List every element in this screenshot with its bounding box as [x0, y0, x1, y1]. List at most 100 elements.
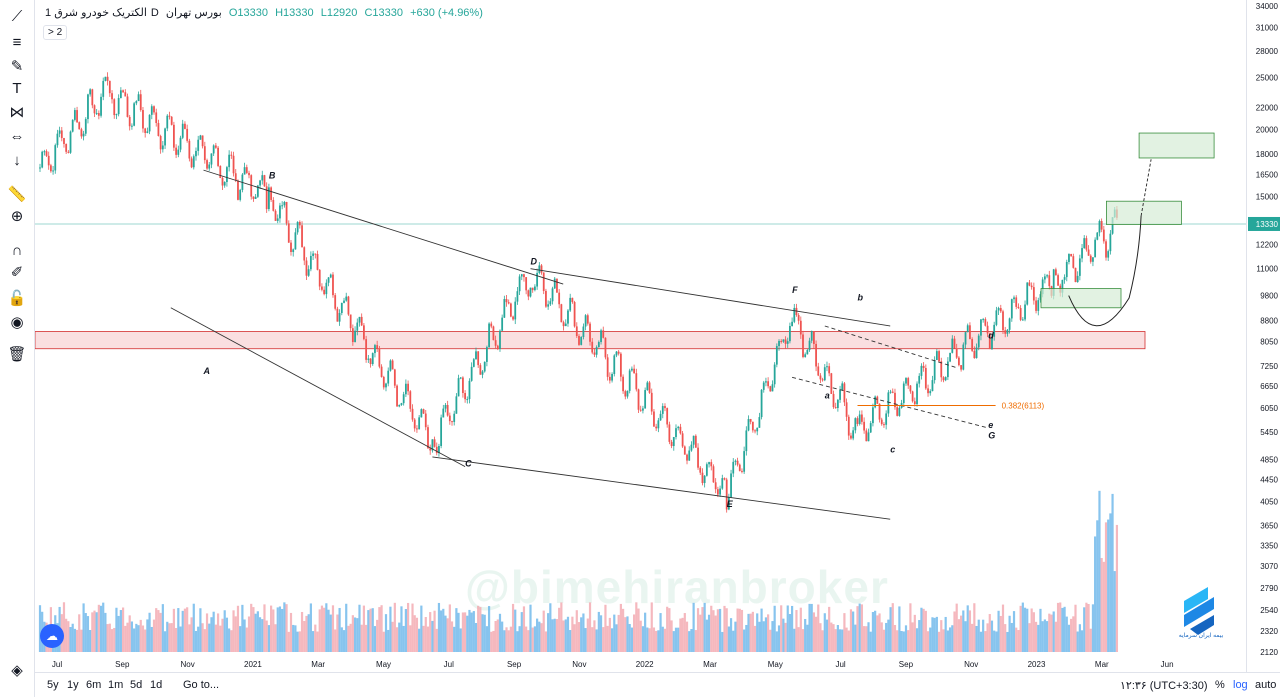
range-1m-button[interactable]: 1m [108, 679, 124, 691]
volume-bar [933, 617, 936, 652]
symbol-name[interactable]: الکتریک خودرو شرق [54, 7, 147, 19]
price-axis-label: 3350 [1260, 541, 1278, 550]
price-axis-label: 3650 [1260, 522, 1278, 531]
candle-body [1102, 229, 1105, 242]
volume-bar [197, 626, 200, 652]
wave-label-F: F [792, 285, 798, 295]
volume-bar [858, 603, 861, 652]
candle-body [1028, 282, 1031, 286]
legend-toggle-button[interactable]: > 2 [43, 25, 68, 40]
lock-draw-icon[interactable]: ✐ [10, 264, 24, 281]
measure-icon[interactable]: ⇔ [9, 128, 25, 145]
arrow-down-icon[interactable]: ↓ [13, 152, 21, 169]
volume-bar [413, 615, 416, 652]
candle-body [688, 450, 691, 461]
volume-bar [433, 610, 436, 652]
range-1y-button[interactable]: 1y [67, 679, 79, 691]
volume-bar [137, 625, 140, 652]
candle-body [617, 351, 620, 354]
candle-body [549, 301, 552, 305]
trash-icon[interactable]: 🗑 [7, 346, 27, 363]
candle-body [292, 249, 295, 253]
price-axis[interactable]: 34000 31000 28000 25000 22000 20000 18000 16500… [1246, 0, 1280, 672]
volume-bar [1067, 624, 1071, 652]
volume-bar [232, 610, 235, 652]
candle-body [334, 295, 337, 309]
volume-bar [65, 618, 68, 652]
candle-body [836, 399, 839, 409]
candle-body [323, 289, 326, 295]
zoom-icon[interactable]: ⊕ [10, 208, 24, 225]
interval-label[interactable]: 1D [45, 7, 159, 19]
volume-bar [973, 603, 976, 652]
candle-body [303, 247, 306, 261]
candle-body [793, 307, 796, 322]
candle-body [314, 253, 317, 255]
candle-body [1048, 275, 1051, 287]
volume-bar [710, 605, 713, 652]
percent-toggle[interactable]: % [1215, 679, 1225, 691]
clock-label[interactable]: ۱۲:۳۶ (UTC+3:30) [1120, 680, 1208, 692]
volume-bar [743, 629, 746, 652]
eye-icon[interactable]: ◉ [10, 314, 24, 331]
volume-bar [929, 627, 932, 652]
price-chart[interactable]: 0.382(6113) A B C D E Fa b c d eG Jul Sep Nov 2021 Mar M… [35, 0, 1246, 672]
goto-button[interactable]: Go to... [183, 679, 220, 691]
range-5d-button[interactable]: 5d [130, 679, 143, 691]
pattern-icon[interactable]: ⋈ [9, 104, 25, 121]
volume-bar [960, 615, 963, 652]
volume-bar [345, 603, 348, 652]
volume-bar [602, 627, 605, 652]
auto-toggle[interactable]: auto [1255, 679, 1277, 691]
candle-body [58, 130, 61, 134]
layers-icon[interactable]: ◈ [11, 662, 23, 679]
volume-bar [964, 621, 967, 652]
volume-bar [771, 621, 774, 652]
volume-bar [896, 630, 899, 652]
candle-body [854, 418, 857, 431]
candle-body [986, 325, 989, 334]
candle-body [984, 319, 987, 326]
candle-body [1032, 287, 1035, 301]
range-6m-button[interactable]: 6m [86, 679, 102, 691]
brush-icon[interactable]: ✎ [10, 58, 24, 75]
volume-bar [95, 612, 98, 652]
candle-body [139, 94, 142, 111]
magnet-icon[interactable]: ∩ [11, 242, 23, 259]
candle-body [276, 218, 279, 221]
fib-tool-icon[interactable]: ≡ [12, 34, 22, 51]
volume-bar [228, 628, 231, 652]
volume-bar [825, 619, 829, 652]
candle-body [520, 274, 523, 277]
log-toggle[interactable]: log [1233, 679, 1248, 691]
candle-body [1105, 241, 1107, 258]
candle-body [208, 164, 211, 169]
trend-line-icon[interactable]: ⟋ [11, 8, 23, 25]
candle-body [571, 297, 574, 303]
candle-body [56, 133, 59, 146]
text-icon[interactable]: T [12, 80, 22, 97]
price-axis-label: 25000 [1256, 74, 1279, 83]
candle-body [973, 350, 976, 359]
candle-body [179, 137, 182, 150]
ruler-icon[interactable]: 📏 [7, 186, 27, 203]
volume-bar [115, 607, 118, 652]
volume-bar [683, 613, 686, 652]
candle-body [1096, 232, 1099, 240]
volume-bar [380, 605, 383, 652]
volume-bar [909, 603, 912, 652]
volume-bar [250, 603, 253, 652]
candle-body [999, 308, 1002, 312]
candle-body [327, 277, 330, 283]
candle-body [455, 396, 458, 414]
wave-label-C: C [465, 459, 472, 469]
range-1d-button[interactable]: 1d [150, 679, 163, 691]
volume-bar [990, 620, 994, 652]
candle-body [422, 409, 425, 414]
range-5y-button[interactable]: 5y [47, 679, 59, 691]
candle-body [144, 128, 147, 133]
candle-body [668, 424, 671, 442]
volume-bar [210, 617, 213, 652]
lock-icon[interactable]: 🔓 [7, 290, 27, 307]
